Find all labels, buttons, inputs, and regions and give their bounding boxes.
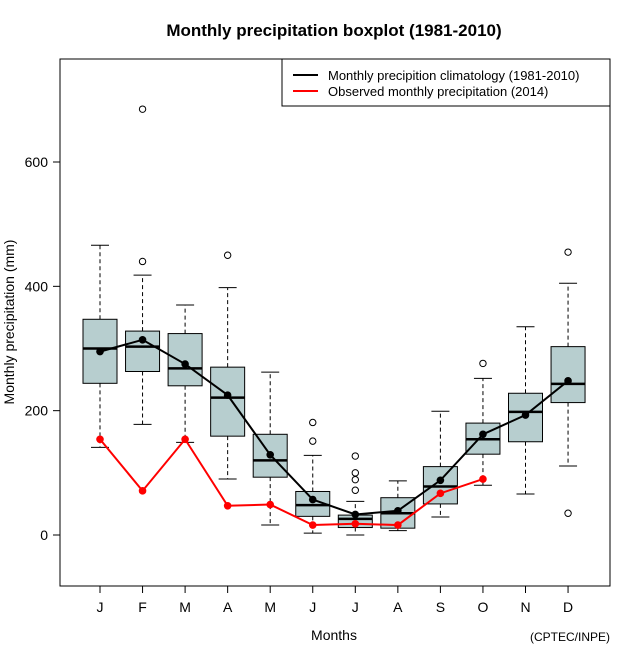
climatology-point: [521, 411, 530, 419]
x-tick-label: A: [393, 599, 403, 615]
climatology-point: [223, 391, 232, 399]
legend: Monthly precipition climatology (1981-20…: [281, 58, 611, 107]
climatology-point: [96, 347, 104, 356]
box-10: [508, 326, 543, 495]
x-tick-label: N: [520, 599, 530, 615]
x-tick-label: J: [97, 599, 104, 615]
climatology-point: [308, 495, 317, 504]
box-8: [422, 410, 458, 518]
chart-title: Monthly precipitation boxplot (1981-2010…: [166, 21, 501, 40]
outlier-point: [351, 452, 359, 460]
box-0: [82, 244, 118, 448]
outlier-point: [564, 509, 572, 517]
observed-point: [479, 475, 487, 483]
legend-label-observed: Observed monthly precipitation (2014): [328, 84, 548, 99]
observed-point: [308, 521, 317, 529]
outlier-point: [309, 418, 317, 427]
y-axis-label: Monthly precipitation (mm): [1, 240, 17, 405]
x-tick-label: A: [223, 599, 233, 615]
outlier-point: [223, 251, 232, 259]
climatology-point: [351, 510, 360, 519]
box-1: [125, 105, 161, 425]
legend-box: [281, 58, 611, 107]
iqr-box: [550, 346, 586, 404]
x-tick-label: O: [478, 599, 489, 615]
observed-point: [394, 521, 402, 529]
x-tick-label: M: [179, 599, 191, 615]
series-lines-group: [96, 335, 572, 529]
observed-point: [96, 435, 104, 444]
outlier-point: [351, 475, 359, 484]
climatology-line: [99, 338, 569, 516]
x-tick-label: S: [436, 599, 445, 615]
y-tick-label: 0: [40, 527, 48, 543]
climatology-point: [266, 451, 275, 459]
outlier-point: [138, 257, 147, 266]
outlier-point: [138, 105, 147, 113]
x-tick-label: D: [563, 599, 573, 615]
observed-point: [436, 489, 445, 498]
iqr-box: [210, 366, 246, 437]
y-tick-label: 400: [25, 278, 49, 294]
outlier-point: [351, 486, 359, 494]
climatology-point: [138, 335, 147, 344]
climatology-point: [394, 506, 402, 515]
observed-point: [138, 487, 147, 495]
outlier-point: [479, 359, 487, 368]
observed-line: [99, 437, 484, 527]
x-tick-label: J: [352, 599, 359, 615]
y-tick-label: 200: [25, 403, 49, 419]
climatology-point: [436, 476, 445, 485]
box-9: [465, 359, 501, 486]
outlier-point: [309, 437, 317, 445]
observed-point: [266, 500, 275, 509]
observed-point: [223, 501, 232, 510]
box-3: [210, 251, 246, 480]
outlier-point: [351, 469, 359, 477]
observed-point: [351, 520, 360, 528]
legend-label-climatology: Monthly precipition climatology (1981-20…: [328, 68, 579, 83]
outlier-point: [564, 248, 572, 256]
box-2: [167, 304, 203, 443]
credit-label: (CPTEC/INPE): [530, 630, 610, 644]
x-axis-label: Months: [311, 627, 357, 643]
box-5: [295, 418, 331, 534]
climatology-point: [479, 430, 487, 439]
climatology-point: [564, 377, 572, 385]
x-tick-label: M: [264, 599, 276, 615]
x-tick-label: F: [138, 599, 147, 615]
x-tick-label: J: [309, 599, 316, 615]
climatology-point: [181, 360, 189, 368]
iqr-box: [167, 333, 203, 387]
observed-point: [181, 435, 189, 444]
y-tick-label: 600: [25, 154, 49, 170]
y-axis: 0 200 400 600: [25, 154, 60, 543]
